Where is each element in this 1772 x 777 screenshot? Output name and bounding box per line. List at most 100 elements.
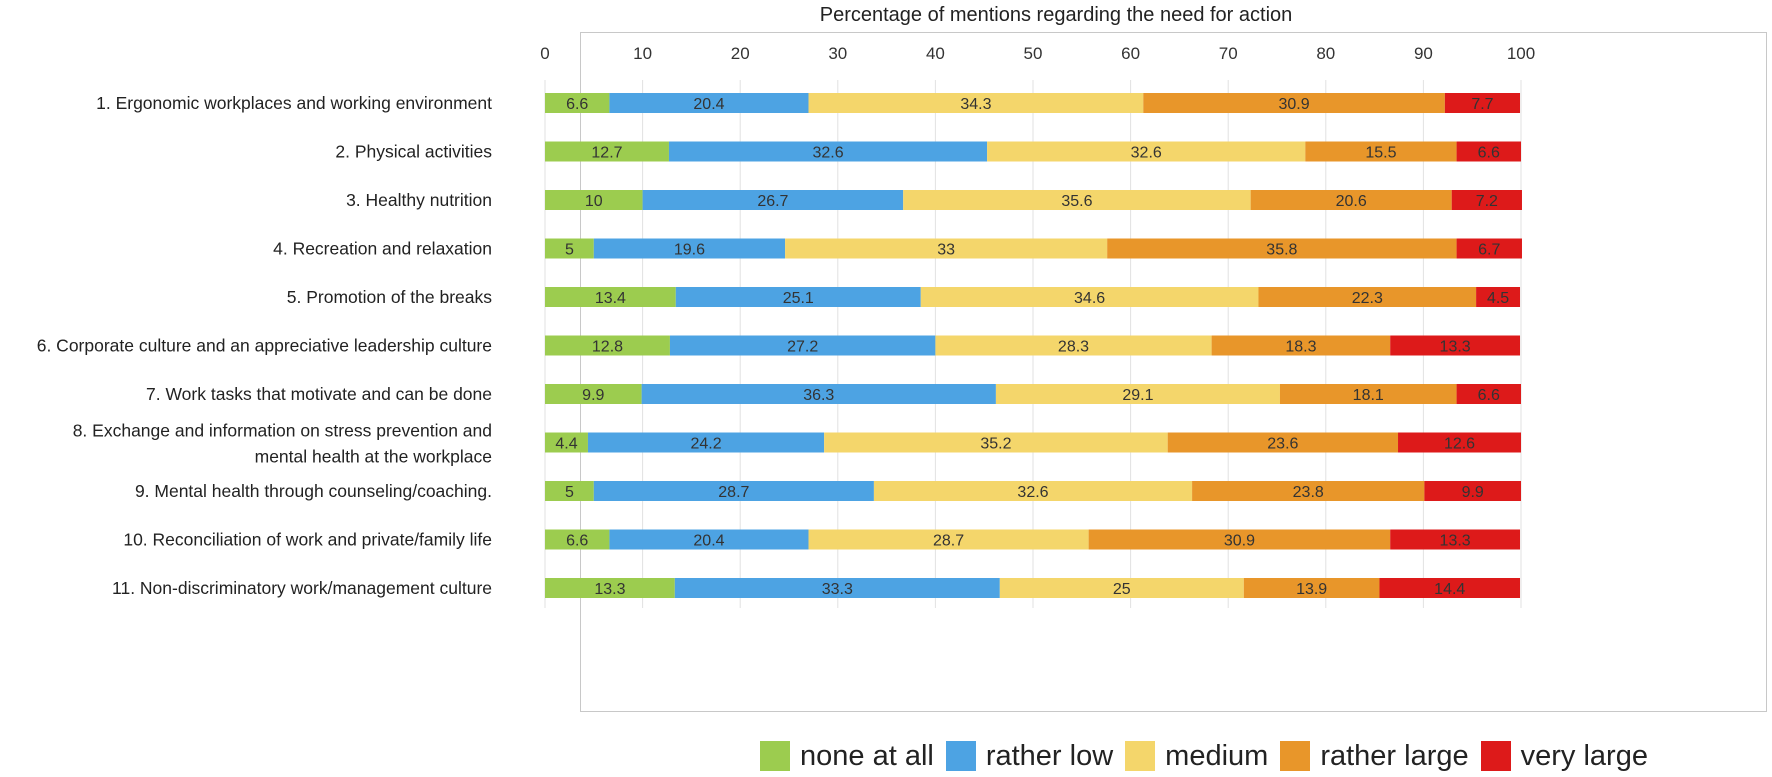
data-label: 13.3 [1440,339,1471,356]
category-label: 11. Non-discriminatory work/management c… [112,578,492,598]
bar-segment [995,384,1280,404]
bar-segment [1398,432,1521,453]
legend-swatch [1280,741,1311,771]
data-label: 34.6 [1074,290,1105,307]
bar-segment [668,141,988,162]
bar-segment [674,578,1000,598]
bar-segment [1107,238,1457,259]
bar-segment [545,384,642,404]
bar-segment [1424,481,1521,501]
plot-frame [580,32,1767,712]
x-tick-label: 20 [731,44,750,63]
bar-segment [669,335,936,356]
data-label: 20.4 [693,96,724,113]
category-label: 10. Reconciliation of work and private/f… [123,530,492,550]
data-label: 13.3 [594,581,625,598]
bar-segment [1456,384,1521,404]
bar-segment [1167,432,1399,453]
data-label: 25 [1113,581,1131,598]
data-label: 6.7 [1478,242,1500,259]
data-label: 7.7 [1471,96,1493,113]
data-label: 29.1 [1122,387,1153,404]
data-label: 32.6 [1131,145,1162,162]
x-tick-label: 90 [1414,44,1433,63]
data-label: 13.9 [1296,581,1327,598]
x-tick-label: 0 [540,44,549,63]
legend-item: medium [1125,740,1268,773]
bar-segment [545,190,643,210]
category-label: 5. Promotion of the breaks [287,287,492,307]
legend-item: very large [1480,740,1648,773]
bar-segment [593,238,786,259]
bar-segment [545,238,594,259]
data-label: 32.6 [1017,484,1048,501]
bar-segment [587,432,825,453]
bar-segment [609,529,809,550]
x-tick-label: 80 [1316,44,1335,63]
category-label: 7. Work tasks that motivate and can be d… [146,384,492,404]
bar-segment [785,238,1108,259]
bar-segment [545,529,610,550]
bar-segment [545,287,676,307]
data-label: 15.5 [1365,145,1396,162]
category-label: 4. Recreation and relaxation [273,239,492,259]
bar-segment [1279,384,1457,404]
data-label: 9.9 [1462,484,1484,501]
data-label: 33 [937,242,955,259]
bar-segment [545,432,588,453]
data-label: 36.3 [803,387,834,404]
x-tick-label: 60 [1121,44,1140,63]
data-label: 6.6 [1478,145,1500,162]
data-label: 6.6 [1478,387,1500,404]
legend-label: rather large [1320,739,1469,772]
bar-segment [1451,190,1522,210]
bar-segment [873,481,1193,501]
category-label: 3. Healthy nutrition [346,190,492,210]
bar-segment [1444,93,1521,113]
data-label: 6.6 [566,533,588,550]
legend-item: none at all [760,740,934,773]
bar-segment [1143,93,1445,113]
bar-segment [1476,287,1521,307]
data-label: 34.3 [960,96,991,113]
bar-segment [593,481,874,501]
data-label: 23.8 [1293,484,1324,501]
data-label: 6.6 [566,96,588,113]
legend: none at all rather low medium rather large v… [760,736,1660,776]
legend-item: rather low [945,739,1114,773]
bar-segment [1250,190,1452,210]
data-label: 32.6 [812,145,843,162]
bar-segment [903,190,1251,210]
bar-segment [824,432,1168,453]
bar-segment [1243,578,1380,598]
data-label: 30.9 [1224,533,1255,550]
data-label: 26.7 [757,193,788,210]
data-label: 13.3 [1440,533,1471,550]
bar-segment [935,335,1212,356]
bar-segment [1379,578,1521,598]
data-label: 9.9 [582,387,604,404]
bar-segment [1258,287,1477,307]
legend-label: rather low [985,739,1114,772]
legend-swatch [945,741,976,771]
category-label: 9. Mental health through counseling/coac… [135,481,492,501]
bar-segment [642,190,904,210]
bar-segment [545,335,670,356]
bar-segment [545,481,594,501]
data-label: 14.4 [1434,581,1465,598]
bar-segment [1456,141,1521,162]
data-label: 30.9 [1279,96,1310,113]
data-label: 18.1 [1353,387,1384,404]
bar-segment [641,384,996,404]
data-label: 12.8 [592,339,623,356]
data-label: 20.6 [1336,193,1367,210]
x-tick-label: 30 [828,44,847,63]
legend-swatch [1480,741,1511,771]
data-label: 28.3 [1058,339,1089,356]
data-label: 23.6 [1267,436,1298,453]
data-label: 35.6 [1061,193,1092,210]
category-label: mental health at the workplace [255,447,492,467]
data-label: 27.2 [787,339,818,356]
x-tick-label: 50 [1024,44,1043,63]
